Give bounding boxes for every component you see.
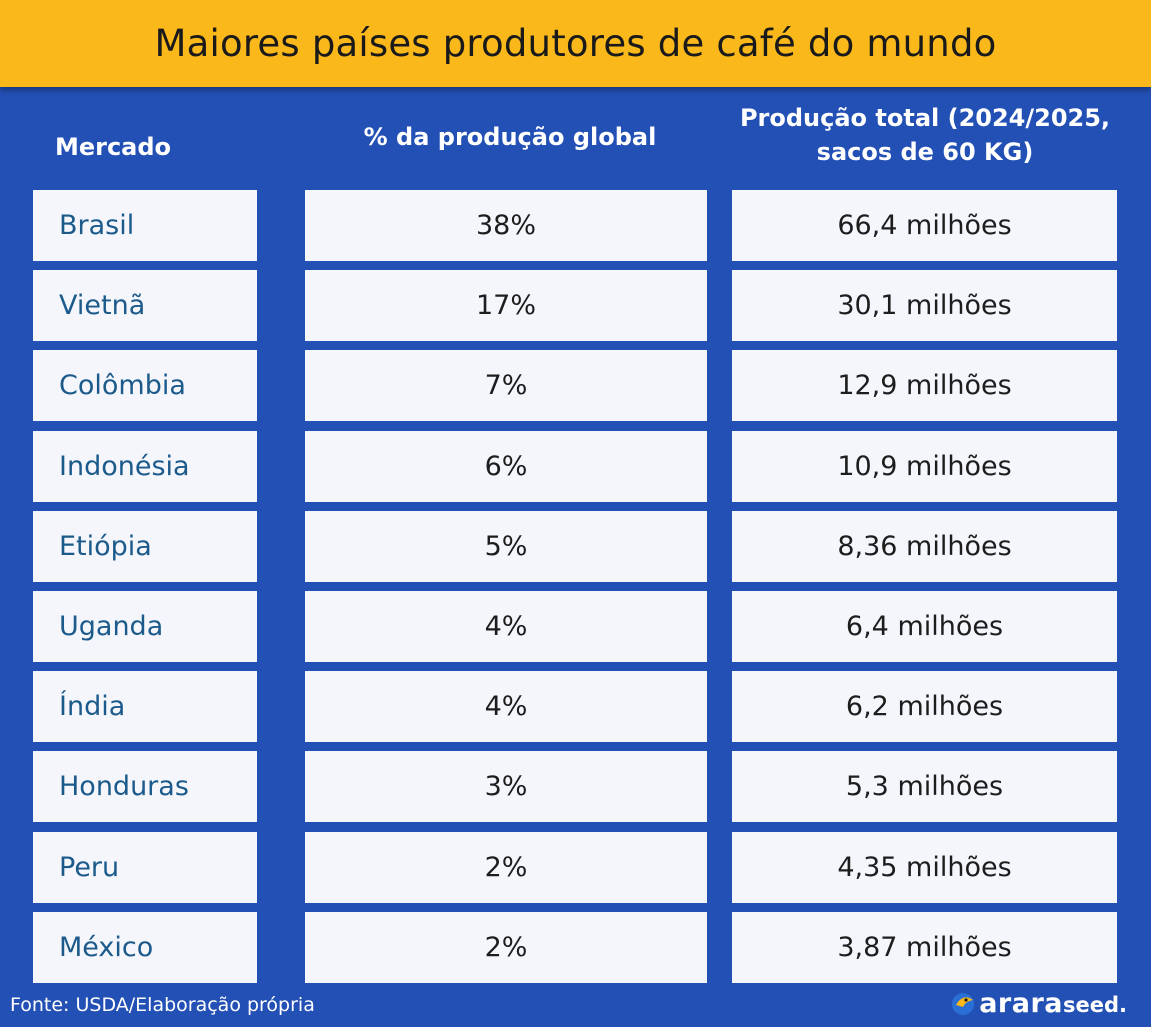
column-header-production-line2: sacos de 60 KG) bbox=[816, 138, 1034, 166]
table-cell-percent: 38% bbox=[305, 190, 707, 261]
table-cell-percent: 5% bbox=[305, 511, 707, 582]
title-bar: Maiores países produtores de café do mun… bbox=[0, 0, 1151, 87]
column-header-production: Produção total (2024/2025, sacos de 60 K… bbox=[715, 101, 1135, 169]
brand-name: arara bbox=[979, 988, 1063, 1019]
column-header-production-line1: Produção total (2024/2025, bbox=[739, 104, 1111, 132]
table-cell-mercado: México bbox=[33, 912, 257, 983]
table-cell-percent: 6% bbox=[305, 431, 707, 502]
table-cell-production: 66,4 milhões bbox=[732, 190, 1117, 261]
table-cell-production: 3,87 milhões bbox=[732, 912, 1117, 983]
table-cell-mercado: Honduras bbox=[33, 751, 257, 822]
table-cell-mercado: Índia bbox=[33, 671, 257, 742]
column-header-percent: % da produção global bbox=[363, 123, 657, 151]
table-cell-percent: 17% bbox=[305, 270, 707, 341]
table-cell-mercado: Indonésia bbox=[33, 431, 257, 502]
table-cell-percent: 2% bbox=[305, 912, 707, 983]
table-cell-percent: 4% bbox=[305, 591, 707, 662]
arara-bird-logo-icon bbox=[952, 992, 975, 1015]
table-cell-production: 5,3 milhões bbox=[732, 751, 1117, 822]
table-cell-production: 30,1 milhões bbox=[732, 270, 1117, 341]
table-cell-mercado: Vietnã bbox=[33, 270, 257, 341]
table-cell-mercado: Peru bbox=[33, 832, 257, 903]
table-cell-percent: 3% bbox=[305, 751, 707, 822]
column-header-mercado: Mercado bbox=[54, 133, 172, 161]
table-cell-mercado: Uganda bbox=[33, 591, 257, 662]
table-cell-production: 8,36 milhões bbox=[732, 511, 1117, 582]
brand-suffix: seed. bbox=[1063, 993, 1127, 1017]
table-cell-production: 12,9 milhões bbox=[732, 350, 1117, 421]
table-cell-production: 4,35 milhões bbox=[732, 832, 1117, 903]
table-cell-production: 10,9 milhões bbox=[732, 431, 1117, 502]
table-cell-mercado: Colômbia bbox=[33, 350, 257, 421]
table-cell-percent: 2% bbox=[305, 832, 707, 903]
table-cell-production: 6,4 milhões bbox=[732, 591, 1117, 662]
brand-logo: arara seed. bbox=[951, 988, 1127, 1019]
table-cell-percent: 7% bbox=[305, 350, 707, 421]
table-cell-percent: 4% bbox=[305, 671, 707, 742]
page-title: Maiores países produtores de café do mun… bbox=[154, 22, 997, 65]
table-cell-production: 6,2 milhões bbox=[732, 671, 1117, 742]
table-cell-mercado: Etiópia bbox=[33, 511, 257, 582]
source-note: Fonte: USDA/Elaboração própria bbox=[10, 994, 315, 1016]
table-cell-mercado: Brasil bbox=[33, 190, 257, 261]
